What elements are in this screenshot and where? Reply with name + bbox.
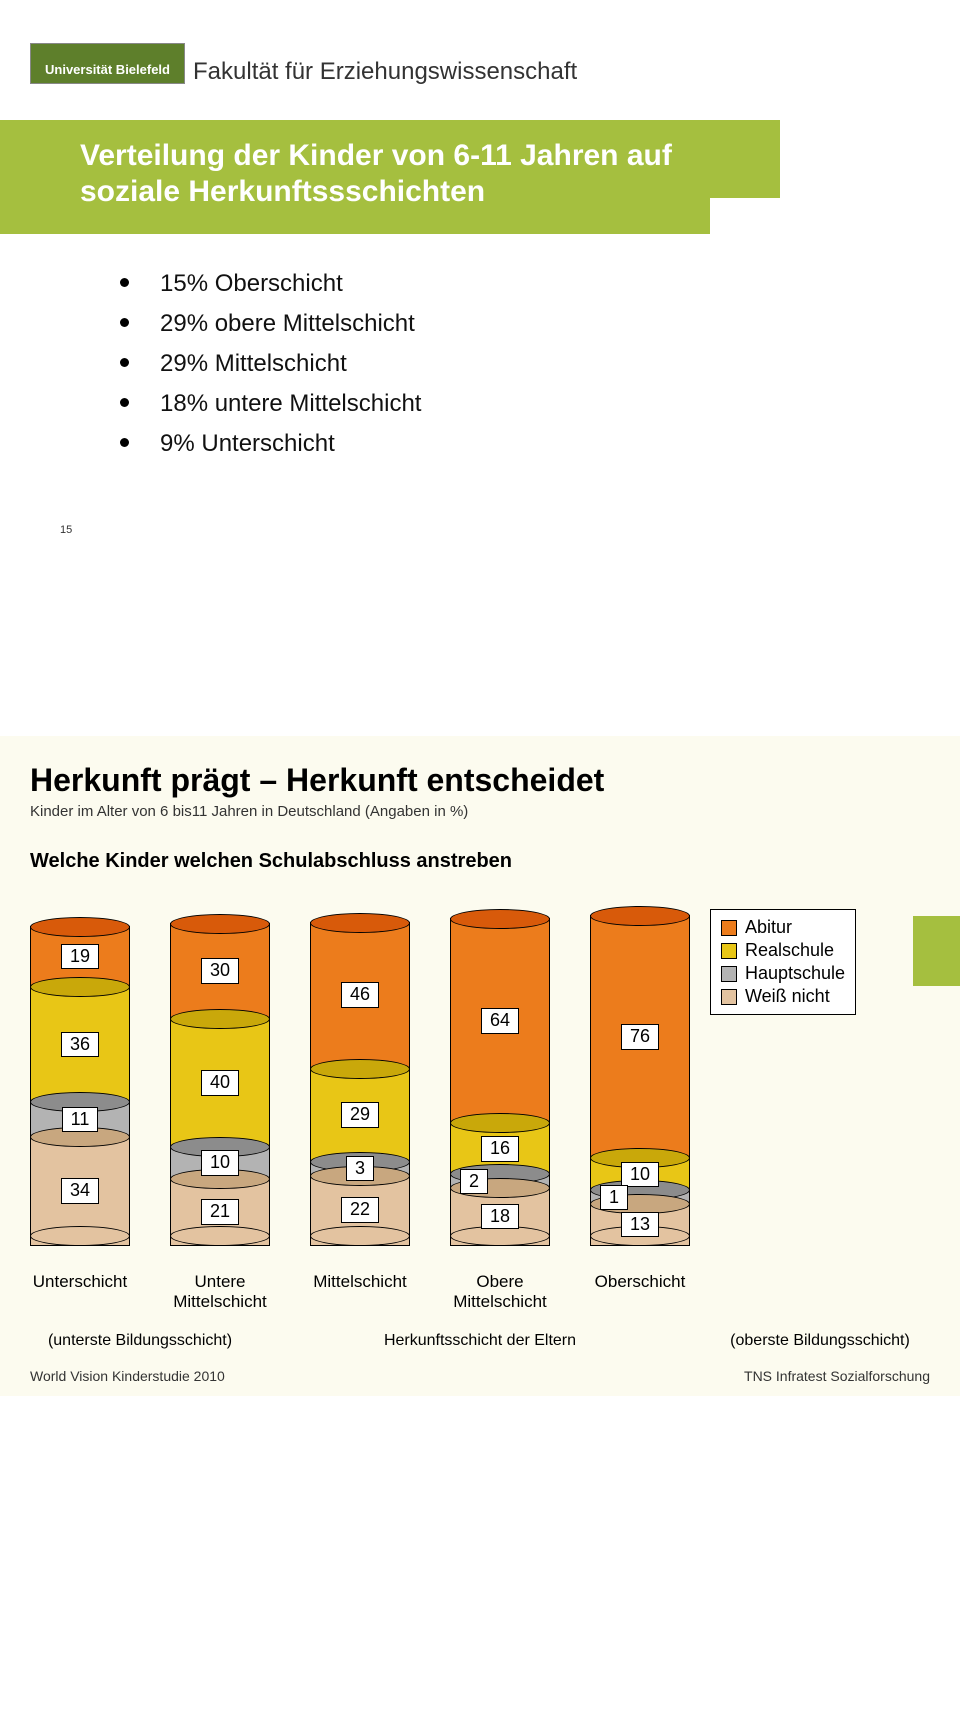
- bullet-item: 9% Unterschicht: [120, 424, 960, 464]
- legend-label: Realschule: [745, 940, 834, 961]
- footer-source-left: World Vision Kinderstudie 2010: [30, 1368, 225, 1384]
- legend-swatch: [721, 989, 737, 1005]
- footer-source-right: TNS Infratest Sozialforschung: [744, 1368, 930, 1384]
- segment-value: 22: [341, 1197, 379, 1223]
- bullet-item: 15% Oberschicht: [120, 264, 960, 304]
- segment-value: 40: [201, 1070, 239, 1096]
- bar-segment: 29: [310, 1069, 410, 1162]
- chart-title: Herkunft prägt – Herkunft entscheidet: [30, 762, 930, 799]
- faculty-label: Fakultät für Erziehungswissenschaft: [193, 58, 577, 86]
- cylinder: 19 36 11 34: [30, 917, 130, 1246]
- bar-column: 19 36 11 34 Unterschicht: [30, 914, 130, 1314]
- legend: AbiturRealschuleHauptschuleWeiß nicht: [710, 909, 856, 1015]
- bullet-item: 29% Mittelschicht: [120, 344, 960, 384]
- segment-value: 2: [460, 1169, 488, 1195]
- chart-subtitle: Kinder im Alter von 6 bis11 Jahren in De…: [30, 803, 930, 820]
- footer: World Vision Kinderstudie 2010 TNS Infra…: [30, 1368, 930, 1384]
- segment-value: 29: [341, 1102, 379, 1128]
- bullet-list: 15% Oberschicht29% obere Mittelschicht29…: [120, 264, 960, 464]
- slide-title: Verteilung der Kinder von 6-11 Jahren au…: [80, 138, 740, 210]
- segment-value: 10: [621, 1162, 659, 1188]
- legend-swatch: [721, 966, 737, 982]
- bar-segment: 21: [170, 1179, 270, 1246]
- title-notch-decoration: [710, 198, 810, 248]
- bullet-item: 18% untere Mittelschicht: [120, 384, 960, 424]
- segment-value: 76: [621, 1024, 659, 1050]
- segment-value: 30: [201, 958, 239, 984]
- segment-value: 18: [481, 1204, 519, 1230]
- segment-value: 36: [61, 1032, 99, 1058]
- bar-segment: 36: [30, 987, 130, 1102]
- header-bar: Universität Bielefeld Fakultät für Erzie…: [30, 40, 577, 86]
- bar-caption: Unterschicht: [33, 1272, 127, 1314]
- segment-value: 1: [600, 1185, 628, 1211]
- bar-caption: Oberschicht: [595, 1272, 686, 1314]
- bar-caption: UntereMittelschicht: [173, 1272, 267, 1314]
- chart-question: Welche Kinder welchen Schulabschluss ans…: [30, 850, 930, 873]
- bullet-item: 29% obere Mittelschicht: [120, 304, 960, 344]
- segment-value: 64: [481, 1008, 519, 1034]
- bars-row: 19361134Unterschicht30401021UntereMittel…: [30, 903, 690, 1314]
- bar-segment: 30: [170, 923, 270, 1019]
- segment-value: 13: [621, 1212, 659, 1238]
- bar-segment: 46: [310, 922, 410, 1069]
- bar-caption: Mittelschicht: [313, 1272, 407, 1314]
- legend-swatch: [721, 943, 737, 959]
- university-logo: Universität Bielefeld: [30, 43, 185, 84]
- bar-caption: ObereMittelschicht: [453, 1272, 547, 1314]
- segment-value: 16: [481, 1136, 519, 1162]
- segment-value: 3: [346, 1156, 374, 1182]
- legend-item: Abitur: [721, 916, 845, 939]
- bar-column: 64 16 2 18 ObereMittelschicht: [450, 906, 550, 1314]
- legend-item: Hauptschule: [721, 962, 845, 985]
- legend-swatch: [721, 920, 737, 936]
- legend-label: Abitur: [745, 917, 792, 938]
- axis-note-right: (oberste Bildungsschicht): [720, 1332, 920, 1350]
- slide-2: Herkunft prägt – Herkunft entscheidet Ki…: [0, 736, 960, 1396]
- axis-annotations: (unterste Bildungsschicht) Herkunftsschi…: [30, 1332, 930, 1350]
- cylinder: 64 16 2 18: [450, 909, 550, 1246]
- slide-1: Universität Bielefeld Fakultät für Erzie…: [0, 0, 960, 576]
- segment-value: 11: [62, 1107, 99, 1133]
- green-tab-decoration: [913, 916, 960, 986]
- bar-column: 76 10113 Oberschicht: [590, 903, 690, 1314]
- segment-value: 19: [61, 944, 99, 970]
- bar-column: 30 40 10 21 UntereMittelschicht: [170, 914, 270, 1314]
- chart-area: 19361134Unterschicht30401021UntereMittel…: [30, 903, 930, 1314]
- legend-item: Realschule: [721, 939, 845, 962]
- legend-item: Weiß nicht: [721, 985, 845, 1008]
- segment-value: 46: [341, 982, 379, 1008]
- legend-label: Hauptschule: [745, 963, 845, 984]
- bar-segment: 34: [30, 1137, 130, 1246]
- bar-segment: 64: [450, 918, 550, 1123]
- slide-title-block: Verteilung der Kinder von 6-11 Jahren au…: [0, 120, 780, 234]
- bar-segment: 22: [310, 1176, 410, 1246]
- bar-segment: 76: [590, 915, 690, 1158]
- segment-value: 10: [201, 1150, 239, 1176]
- bar-segment: 40: [170, 1019, 270, 1147]
- slide-number: 15: [60, 524, 960, 536]
- segment-value: 34: [61, 1178, 99, 1204]
- segment-value: 21: [201, 1199, 239, 1225]
- cylinder: 30 40 10 21: [170, 914, 270, 1246]
- cylinder: 76 10113: [590, 906, 690, 1246]
- bar-column: 46 29 3 22 Mittelschicht: [310, 909, 410, 1314]
- axis-title: Herkunftsschicht der Eltern: [240, 1332, 720, 1350]
- legend-label: Weiß nicht: [745, 986, 830, 1007]
- axis-note-left: (unterste Bildungsschicht): [40, 1332, 240, 1350]
- cylinder: 46 29 3 22: [310, 913, 410, 1246]
